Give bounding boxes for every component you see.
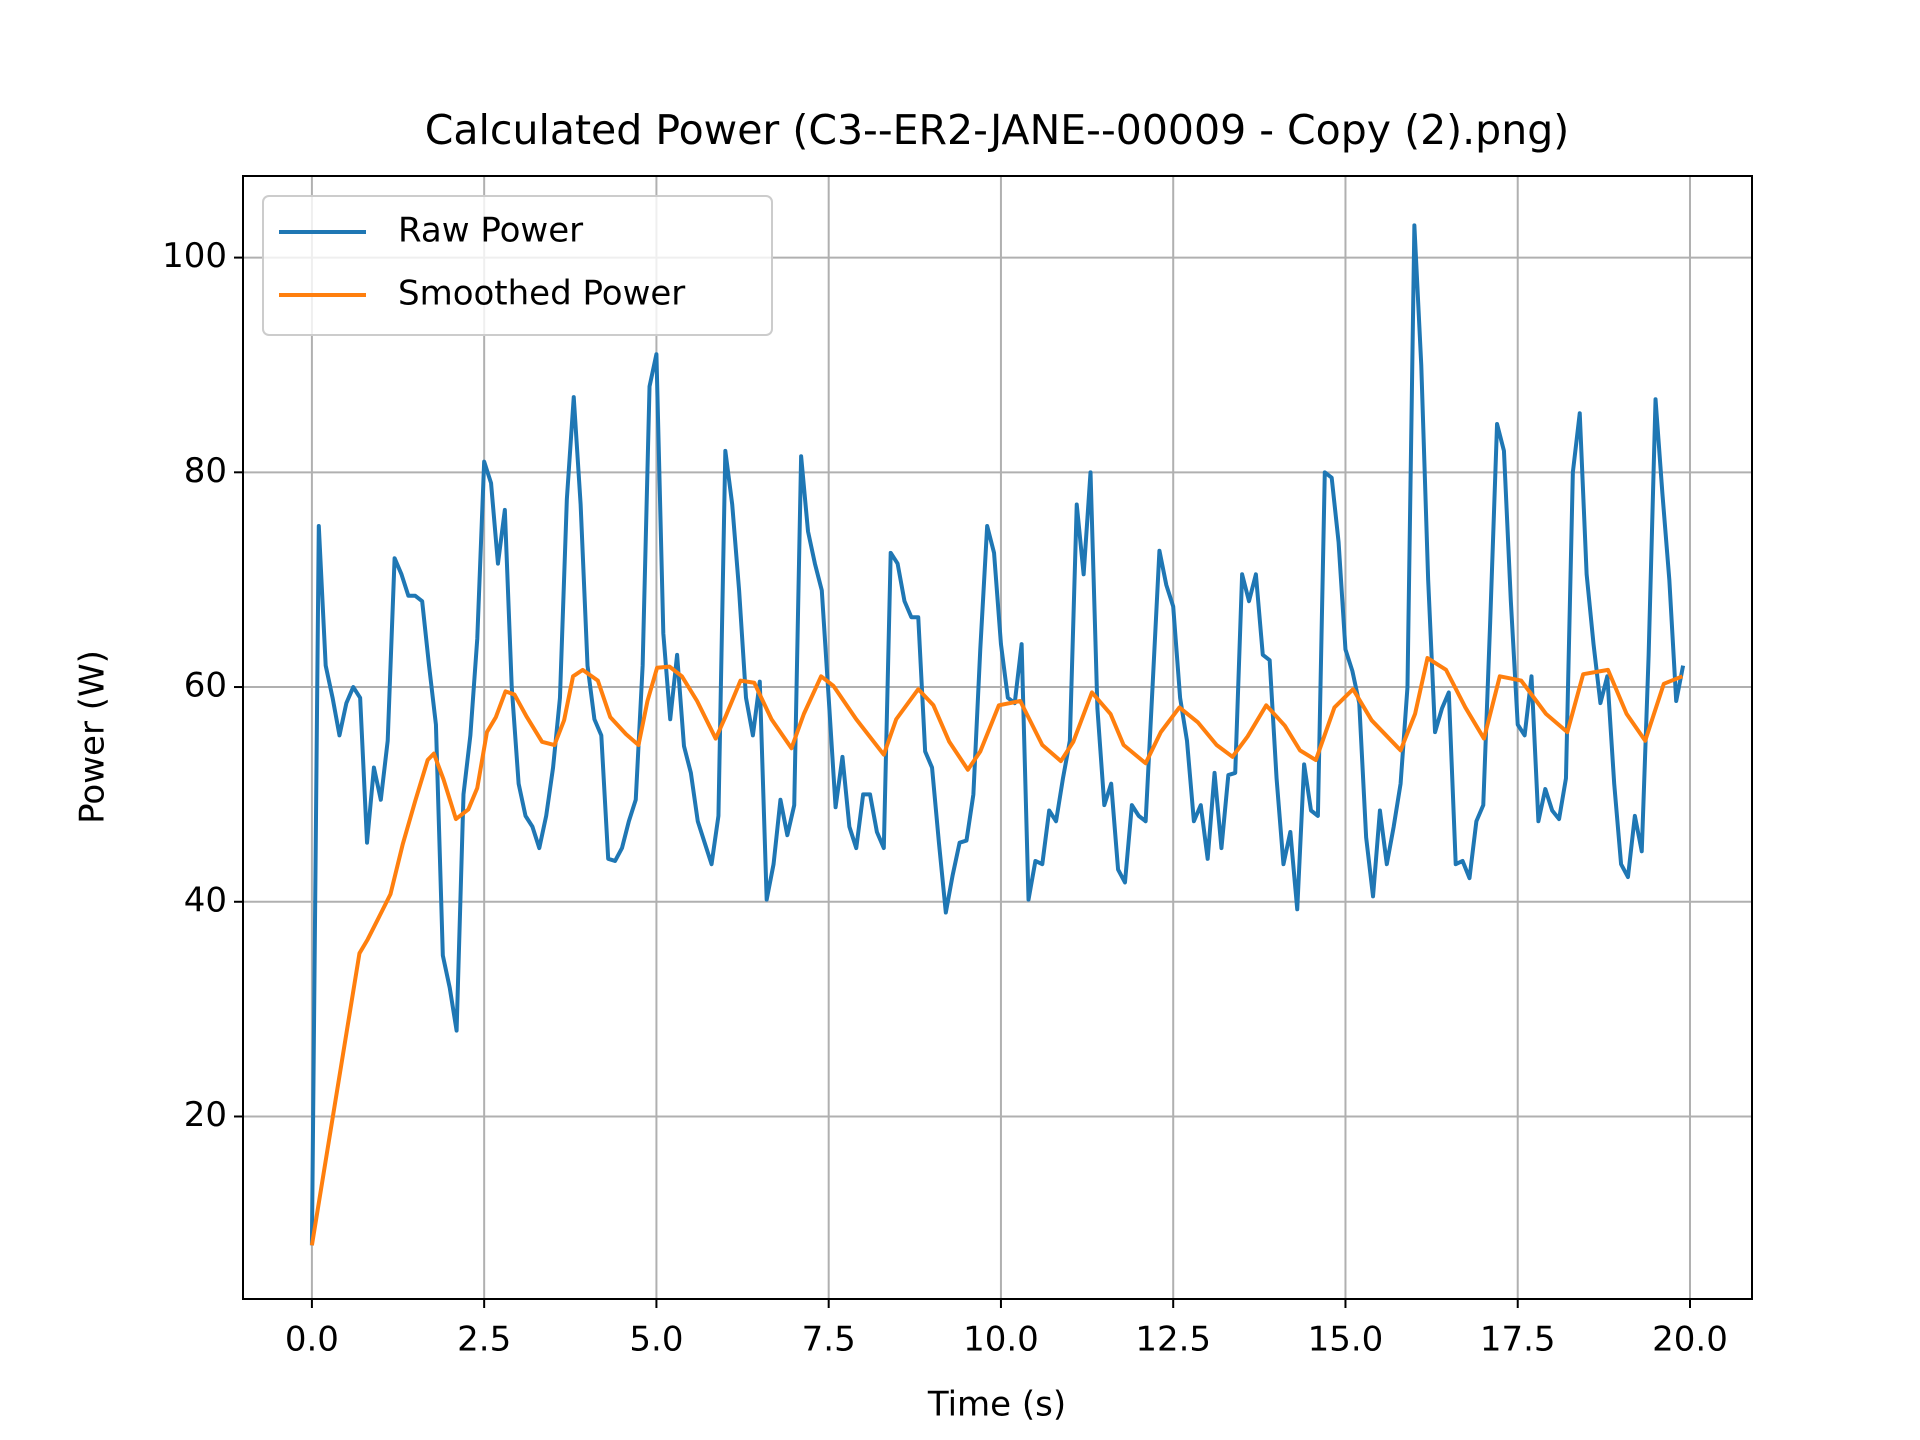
x-tick-label: 15.0 xyxy=(1308,1320,1384,1360)
x-tick-label: 12.5 xyxy=(1135,1320,1211,1360)
x-tick-label: 0.0 xyxy=(285,1320,339,1360)
x-tick-label: 5.0 xyxy=(629,1320,683,1360)
legend-label: Smoothed Power xyxy=(398,274,685,314)
x-tick-label: 10.0 xyxy=(963,1320,1039,1360)
x-axis-label: Time (s) xyxy=(927,1385,1066,1425)
data-line xyxy=(309,223,1686,1246)
y-tick-label: 40 xyxy=(184,880,227,920)
y-axis-label: Power (W) xyxy=(73,650,113,824)
x-tick-label: 7.5 xyxy=(802,1320,856,1360)
x-tick-label: 20.0 xyxy=(1652,1320,1728,1360)
x-tick-label: 17.5 xyxy=(1480,1320,1556,1360)
y-tick-label: 20 xyxy=(184,1095,227,1135)
x-tick-label: 2.5 xyxy=(457,1320,511,1360)
chart-title: Calculated Power (C3--ER2-JANE--00009 - … xyxy=(425,106,1569,154)
legend-label: Raw Power xyxy=(398,211,583,251)
y-tick-label: 100 xyxy=(162,236,227,276)
y-tick-label: 80 xyxy=(184,451,227,491)
legend-box xyxy=(262,195,773,336)
plot-frame xyxy=(242,175,1753,1300)
data-line xyxy=(309,656,1684,1246)
y-tick-label: 60 xyxy=(184,666,227,706)
